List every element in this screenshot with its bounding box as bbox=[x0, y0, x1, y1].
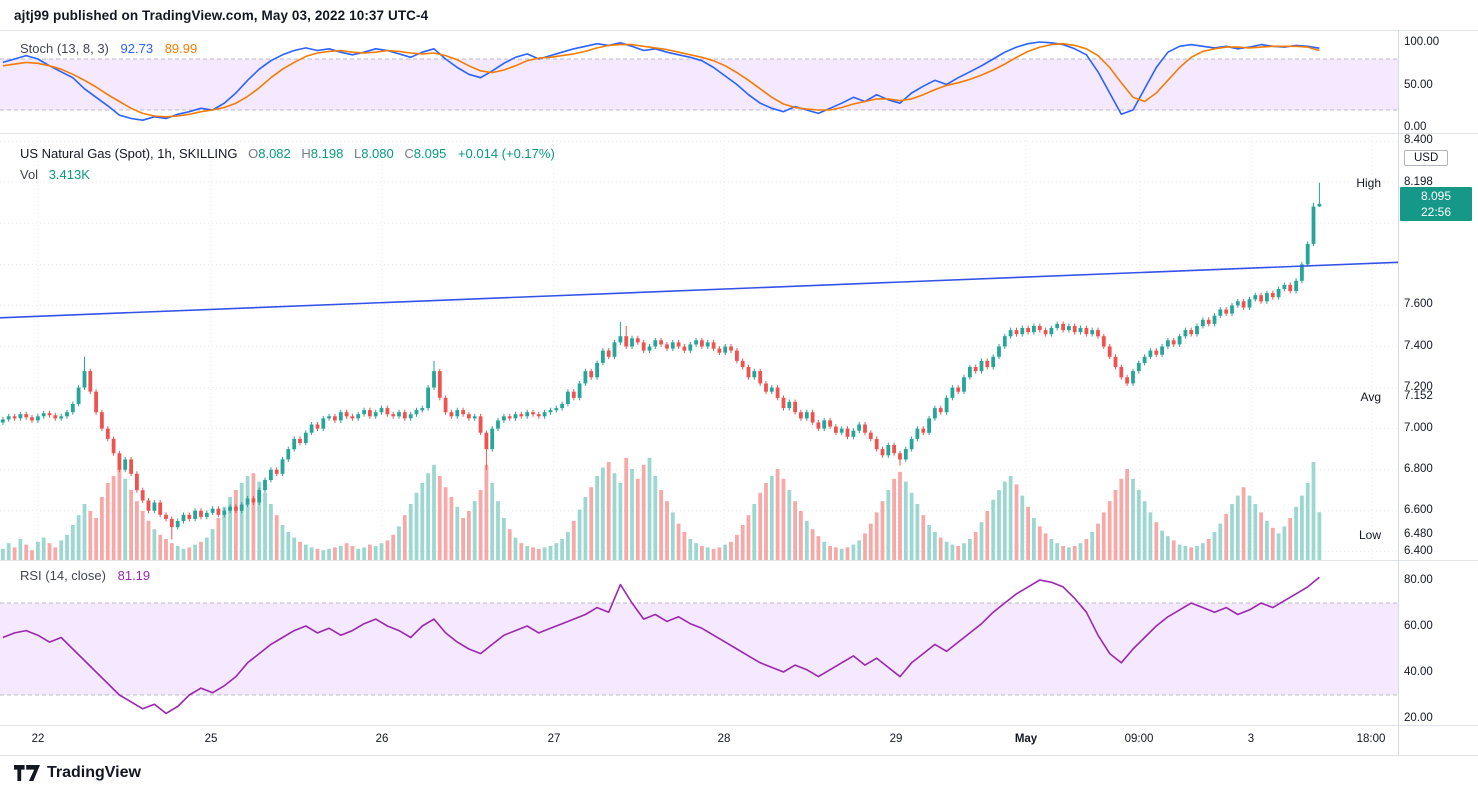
trendline[interactable] bbox=[0, 261, 1398, 319]
change-value: +0.014 (+0.17%) bbox=[457, 146, 555, 161]
candles bbox=[1, 182, 1322, 540]
volume-label: Vol bbox=[20, 167, 39, 182]
time-label-may: May bbox=[1014, 733, 1038, 745]
high-letter: H bbox=[301, 146, 311, 161]
stoch-axis-label: 100.00 bbox=[1404, 36, 1440, 48]
price-axis-label: 6.600 bbox=[1404, 503, 1433, 516]
time-label-29: 29 bbox=[889, 733, 903, 745]
symbol-legend: US Natural Gas (Spot), 1h, SKILLING O8.0… bbox=[20, 146, 555, 161]
price-axis-label: 7.000 bbox=[1404, 421, 1433, 434]
stoch-axis-label: 50.00 bbox=[1404, 78, 1433, 91]
symbol-title: US Natural Gas (Spot), 1h, SKILLING bbox=[20, 146, 238, 161]
rsi-axis-label: 40.00 bbox=[1404, 666, 1433, 678]
overbought-oversold-band bbox=[0, 603, 1398, 695]
rsi-axis-label: 80.00 bbox=[1404, 574, 1433, 586]
price-axis-label: 6.800 bbox=[1404, 462, 1433, 475]
time-label-27: 27 bbox=[547, 733, 561, 745]
low-value: 8.080 bbox=[361, 146, 394, 161]
close-value: 8.095 bbox=[413, 146, 447, 161]
currency-badge: USD bbox=[1404, 150, 1449, 166]
average-word: Avg bbox=[1357, 390, 1384, 405]
volume-value: 3.413K bbox=[48, 167, 90, 182]
time-label-22: 22 bbox=[31, 733, 45, 745]
stoch-legend: Stoch (13, 8, 3) 92.73 89.99 bbox=[20, 41, 197, 56]
pane-separator-main-rsi[interactable] bbox=[0, 560, 1478, 561]
price-axis-label: 7.400 bbox=[1404, 339, 1433, 352]
pane-separator-rsi-time bbox=[0, 725, 1478, 726]
publish-header: ajtj99 published on TradingView.com, May… bbox=[14, 8, 429, 23]
RSI-line bbox=[2, 576, 1320, 715]
open-value: 8.082 bbox=[258, 146, 291, 161]
stoch-k-value: 92.73 bbox=[120, 41, 154, 56]
time-label-0900: 09:00 bbox=[1124, 733, 1154, 745]
time-axis-bottom-border bbox=[0, 755, 1478, 756]
stochastic-pane[interactable] bbox=[0, 30, 1398, 133]
tradingview-logo-text: TradingView bbox=[47, 764, 141, 781]
rsi-value: 81.19 bbox=[117, 568, 151, 583]
overbought-oversold-band bbox=[0, 59, 1398, 110]
rsi-axis-label: 60.00 bbox=[1404, 620, 1433, 632]
tradingview-logo[interactable]: TradingView bbox=[14, 764, 141, 782]
last-price-badge: 8.095 22:56 bbox=[1400, 186, 1472, 221]
time-label-3: 3 bbox=[1247, 733, 1255, 745]
price-chart-pane[interactable] bbox=[0, 133, 1398, 560]
tradingview-logo-icon bbox=[14, 765, 40, 781]
gridlines bbox=[0, 133, 1398, 560]
last-price: 8.095 bbox=[1420, 188, 1452, 203]
average-price: 7.152 bbox=[1404, 390, 1433, 403]
volume-bars bbox=[1, 457, 1322, 560]
time-label-28: 28 bbox=[717, 733, 731, 745]
%K-line bbox=[2, 41, 1320, 121]
stoch-axis-label: 0.00 bbox=[1404, 121, 1427, 133]
open-letter: O bbox=[248, 146, 259, 161]
rsi-legend: RSI (14, close) 81.19 bbox=[20, 568, 150, 583]
pane-separator-top bbox=[0, 30, 1478, 31]
volume-legend: Vol 3.413K bbox=[20, 167, 90, 182]
stoch-label: Stoch (13, 8, 3) bbox=[20, 41, 109, 56]
price-axis-label: 8.400 bbox=[1404, 134, 1433, 147]
time-label-25: 25 bbox=[204, 733, 218, 745]
high-value: 8.198 bbox=[310, 146, 344, 161]
close-letter: C bbox=[404, 146, 414, 161]
rsi-axis-label: 20.00 bbox=[1404, 712, 1433, 724]
price-axis-label: 7.200 bbox=[1404, 380, 1433, 393]
session-low-word: Low bbox=[1355, 528, 1384, 543]
stoch-d-value: 89.99 bbox=[164, 41, 198, 56]
price-axis-border bbox=[1398, 30, 1399, 755]
%D-line bbox=[2, 42, 1320, 118]
time-label-26: 26 bbox=[375, 733, 389, 745]
time-label-1800: 18:00 bbox=[1356, 733, 1386, 745]
rsi-pane[interactable] bbox=[0, 560, 1398, 725]
session-high-word: High bbox=[1353, 175, 1384, 190]
last-price-time: 22:56 bbox=[1420, 204, 1452, 219]
session-low-price: 6.480 bbox=[1404, 528, 1433, 541]
price-axis-label: 7.600 bbox=[1404, 298, 1433, 311]
pane-separator-stoch-main[interactable] bbox=[0, 133, 1478, 134]
low-letter: L bbox=[353, 146, 362, 161]
rsi-label: RSI (14, close) bbox=[20, 568, 106, 583]
price-axis-label: 6.400 bbox=[1404, 544, 1433, 557]
session-high-price: 8.198 bbox=[1404, 175, 1433, 188]
